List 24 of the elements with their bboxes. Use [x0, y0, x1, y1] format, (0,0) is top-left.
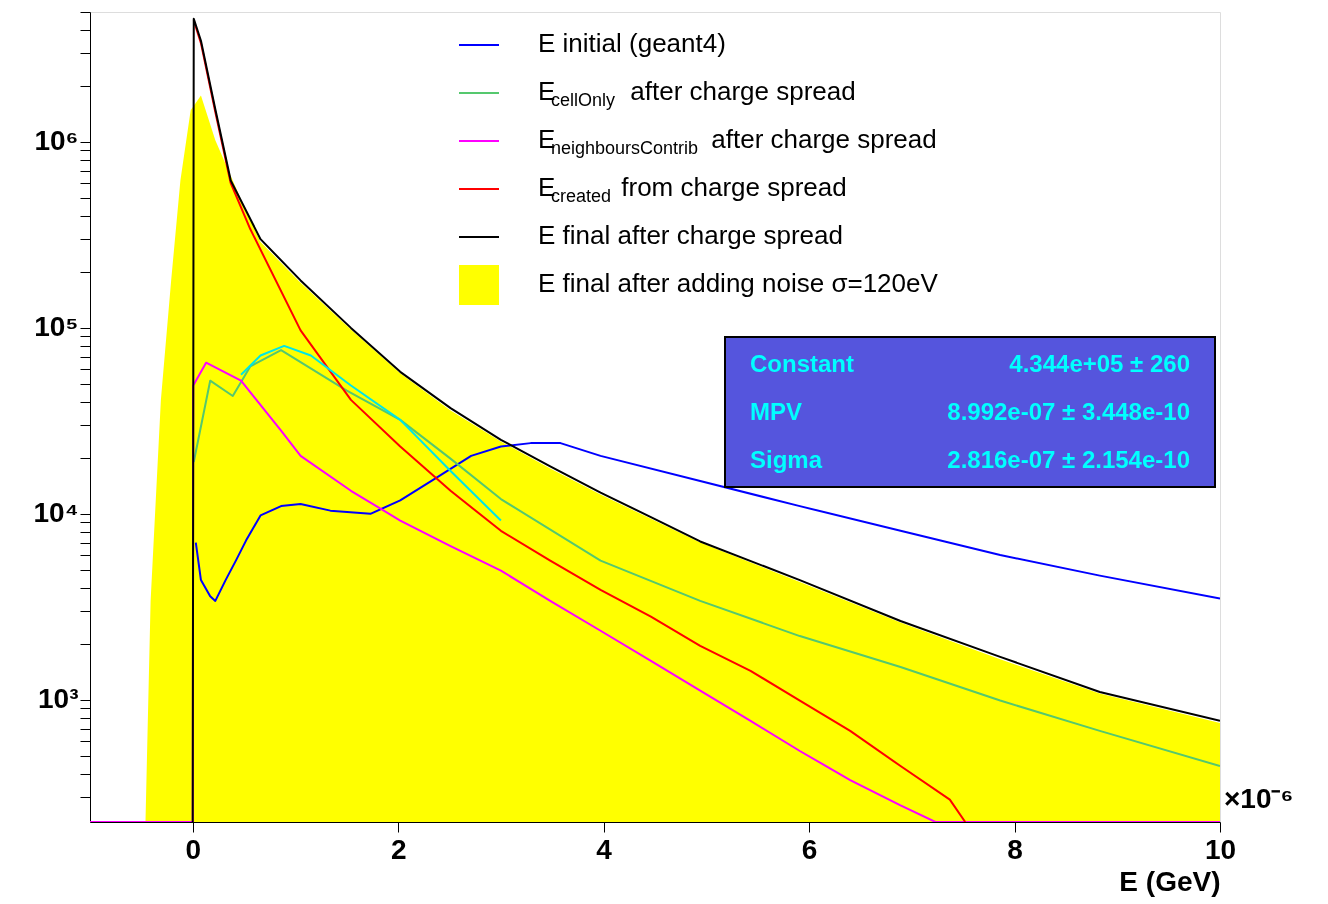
annotation: MPV — [750, 398, 803, 425]
x-tick-label: 10 — [1204, 833, 1237, 865]
y-tick-label: 10³ — [38, 683, 79, 715]
y-tick-label: 10⁶ — [34, 125, 79, 157]
x-axis-title: E (GeV) — [1119, 865, 1221, 897]
annotation: 8.992e-07 ± 3.448e-10 — [947, 398, 1190, 425]
line-series — [192, 349, 1220, 768]
legend-label: E final after charge spread — [538, 220, 843, 250]
legend-label: E initial (geant4) — [538, 28, 726, 58]
line-series — [194, 442, 1220, 602]
x-tick-label: 6 — [801, 833, 818, 865]
annotation: 2.816e-07 ± 2.154e-10 — [947, 446, 1190, 473]
y-tick-label: 10⁵ — [34, 311, 79, 343]
x-tick-label: 2 — [390, 833, 407, 865]
annotation: 4.344e+05 ± 260 — [1009, 350, 1190, 377]
x-tick-label: 0 — [185, 833, 202, 865]
line-series — [240, 344, 502, 522]
annotation: Sigma — [750, 446, 823, 473]
legend-label: E final after adding noise σ=120eV — [538, 268, 939, 298]
annotation: Constant — [750, 350, 854, 377]
x-tick-label: 4 — [596, 833, 613, 865]
x-tick-label: 8 — [1007, 833, 1023, 865]
y-tick-label: 10⁴ — [33, 497, 79, 529]
text: ×10⁻⁶ — [1224, 783, 1294, 814]
